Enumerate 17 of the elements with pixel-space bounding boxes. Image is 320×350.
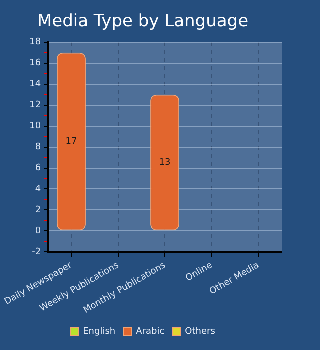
y-tick-label: 0	[35, 226, 42, 237]
y-tick-label: 16	[30, 58, 42, 69]
y-tick-label: 18	[30, 38, 42, 48]
data-label: 13	[159, 158, 171, 168]
legend-label: English	[83, 326, 116, 337]
legend-label: Arabic	[136, 326, 165, 337]
y-tick-label: -2	[32, 248, 42, 258]
y-tick-label: 14	[30, 80, 42, 90]
y-tick-label: 8	[35, 142, 42, 153]
legend-label: Others	[185, 326, 216, 337]
y-tick-label: 10	[30, 122, 42, 132]
chart-title: Media Type by Language	[37, 12, 249, 32]
data-label: 17	[66, 137, 78, 148]
y-tick-label: 4	[35, 184, 42, 195]
y-tick-label: 2	[35, 206, 42, 216]
y-tick-label: 12	[30, 100, 42, 111]
y-tick-label: 6	[35, 164, 42, 174]
